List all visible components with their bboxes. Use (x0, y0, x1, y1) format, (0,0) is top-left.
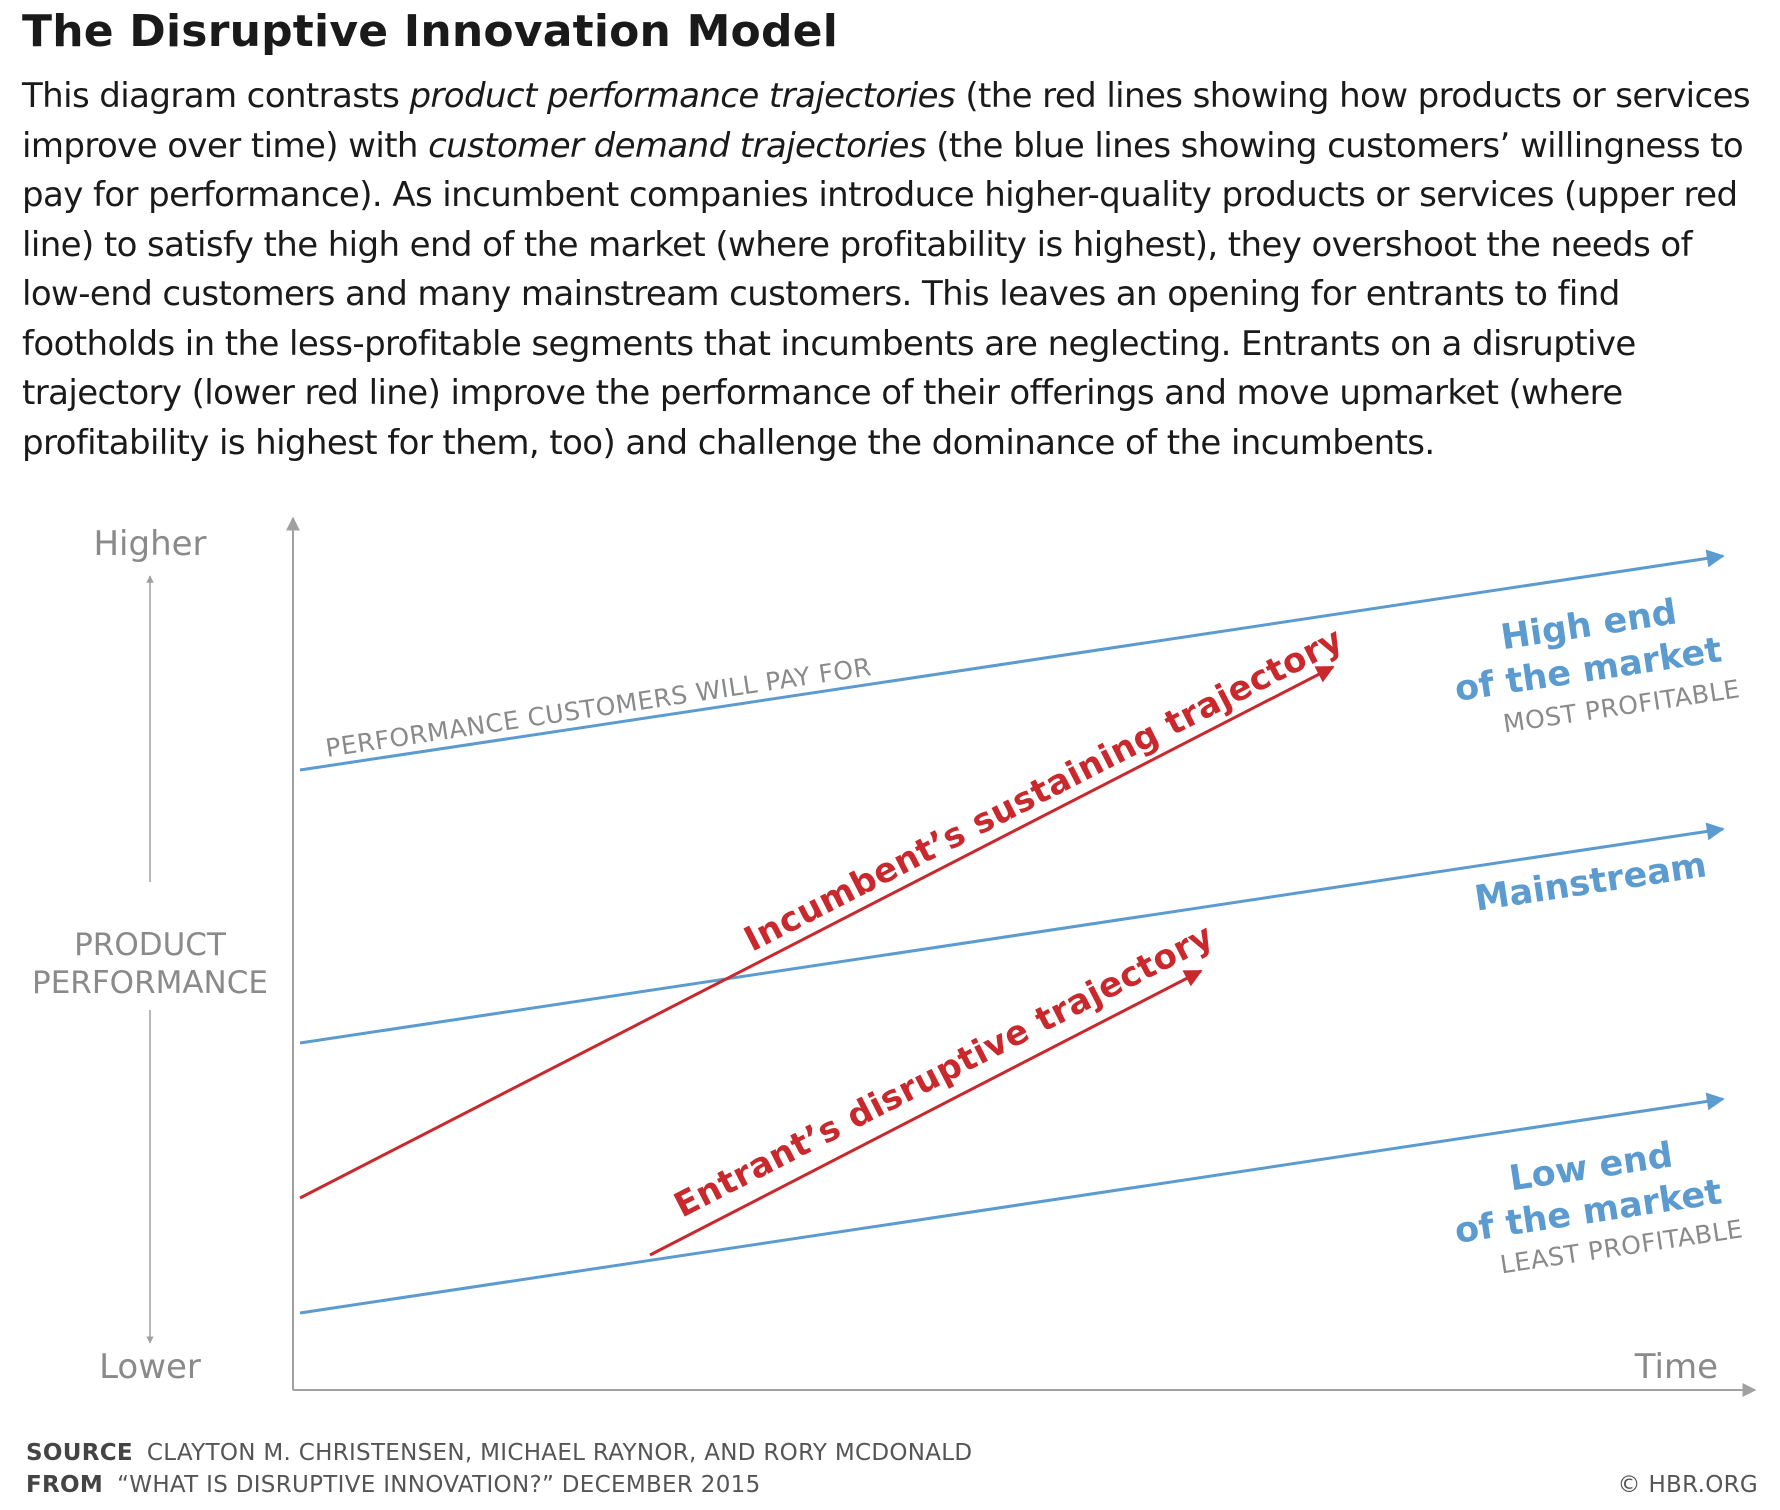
from-credit: FROM “WHAT IS DISRUPTIVE INNOVATION?” DEC… (26, 1472, 761, 1498)
description-text-3: (the blue lines showing customers’ willi… (22, 125, 1744, 463)
mainstream-label: Mainstream (1472, 845, 1709, 919)
entrant-trajectory-label: Entrant’s disruptive trajectory (668, 916, 1220, 1226)
y-axis-label-line2: PERFORMANCE (32, 965, 268, 1001)
source-credit: SOURCE CLAYTON M. CHRISTENSEN, MICHAEL RA… (26, 1440, 972, 1466)
description-text-2: (the red lines showing how products or s… (22, 76, 1751, 166)
x-axis-label: Time (1634, 1347, 1718, 1387)
performance-customers-pay-label: PERFORMANCE CUSTOMERS WILL PAY FOR (324, 652, 874, 763)
y-axis-lower-label: Lower (99, 1347, 201, 1387)
y-axis-label-line1: PRODUCT (74, 927, 227, 963)
incumbent-trajectory-line (299, 665, 1335, 1200)
description-paragraph: This diagram contrasts product performan… (22, 72, 1767, 468)
y-axis-higher-label: Higher (93, 524, 206, 564)
from-label: FROM (26, 1472, 104, 1498)
copyright-notice: © HBR.ORG (1617, 1472, 1758, 1498)
mainstream-demand-line (299, 822, 1725, 1045)
high-end-demand-line (299, 549, 1725, 772)
entrant-trajectory-line (649, 969, 1203, 1257)
page-title: The Disruptive Innovation Model (22, 6, 839, 57)
source-label: SOURCE (26, 1440, 133, 1466)
low-end-demand-line (299, 1092, 1725, 1315)
from-text: “WHAT IS DISRUPTIVE INNOVATION?” DECEMBE… (117, 1472, 761, 1498)
disruptive-innovation-diagram: Higher PRODUCT PERFORMANCE Lower Time PE… (32, 516, 1757, 1397)
description-emphasis-2: customer demand trajectories (428, 125, 927, 166)
description-emphasis-1: product performance trajectories (409, 76, 956, 116)
description-text-1: This diagram contrasts (22, 76, 410, 116)
source-text: CLAYTON M. CHRISTENSEN, MICHAEL RAYNOR, … (146, 1440, 973, 1466)
